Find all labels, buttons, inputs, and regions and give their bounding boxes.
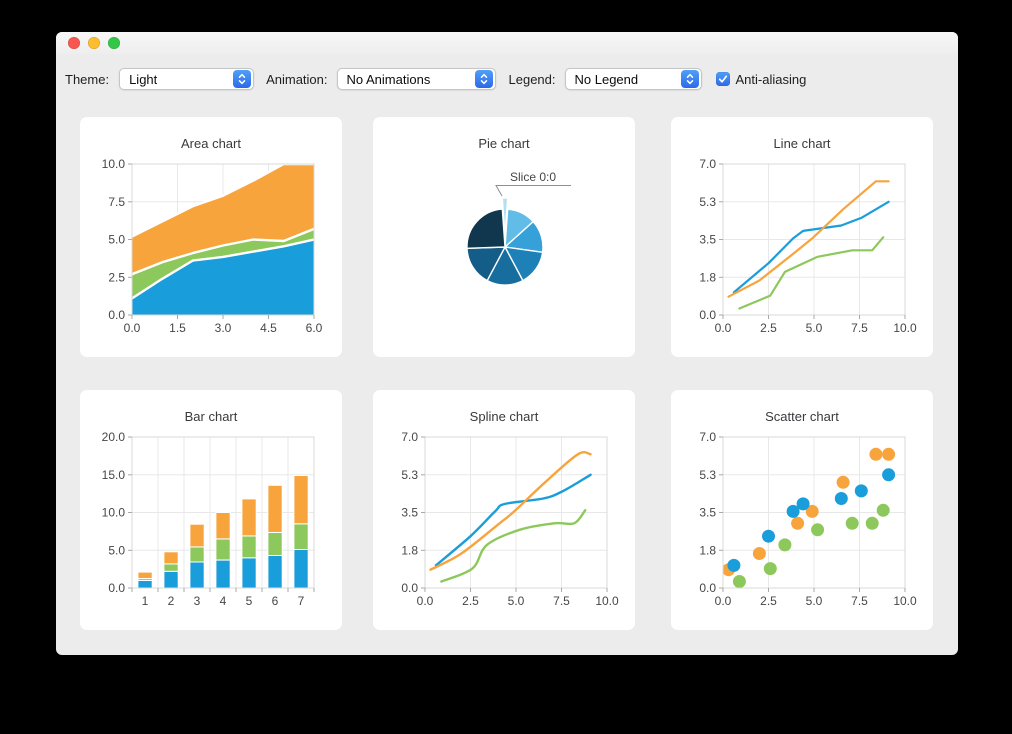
svg-text:1.8: 1.8: [699, 270, 716, 284]
svg-text:7.0: 7.0: [699, 430, 716, 444]
svg-text:0.0: 0.0: [108, 581, 125, 595]
close-button[interactable]: [68, 37, 80, 49]
combo-arrows-icon: [233, 70, 252, 88]
zoom-button[interactable]: [108, 37, 120, 49]
svg-text:3: 3: [194, 594, 201, 608]
svg-text:6: 6: [272, 594, 279, 608]
svg-text:7.5: 7.5: [108, 195, 125, 209]
svg-text:7.0: 7.0: [699, 157, 716, 171]
toolbar: Theme: Light Animation: No Animations Le…: [56, 66, 958, 92]
minimize-button[interactable]: [88, 37, 100, 49]
svg-text:7.5: 7.5: [851, 321, 868, 335]
svg-text:0.0: 0.0: [124, 321, 141, 335]
svg-text:10.0: 10.0: [893, 594, 917, 608]
svg-text:0.0: 0.0: [715, 321, 732, 335]
bar-chart-canvas: 1 2 3 4 5 6 7 0.0 5.0 10.0 15.0 20.0: [102, 430, 315, 608]
svg-text:5.3: 5.3: [401, 468, 418, 482]
svg-text:0.0: 0.0: [401, 581, 418, 595]
svg-text:0.0: 0.0: [715, 594, 732, 608]
svg-text:1.8: 1.8: [401, 543, 418, 557]
svg-text:10.0: 10.0: [102, 157, 126, 171]
svg-text:3.5: 3.5: [699, 233, 716, 247]
svg-text:10.0: 10.0: [595, 594, 619, 608]
svg-text:5.0: 5.0: [508, 594, 525, 608]
svg-text:3.5: 3.5: [699, 506, 716, 520]
svg-text:2.5: 2.5: [108, 270, 125, 284]
legend-label: Legend:: [508, 71, 556, 87]
svg-text:3.0: 3.0: [215, 321, 232, 335]
svg-text:2.5: 2.5: [462, 594, 479, 608]
svg-text:7.5: 7.5: [553, 594, 570, 608]
combo-arrows-icon: [474, 70, 493, 88]
svg-text:15.0: 15.0: [102, 468, 126, 482]
app-window: Theme: Light Animation: No Animations Le…: [56, 32, 958, 655]
legend-select-value: No Legend: [574, 71, 639, 87]
svg-text:0.0: 0.0: [699, 308, 716, 322]
svg-text:4: 4: [220, 594, 227, 608]
svg-text:7: 7: [298, 594, 305, 608]
svg-text:3.5: 3.5: [401, 506, 418, 520]
svg-text:7.5: 7.5: [851, 594, 868, 608]
area-chart-card: Area chart 0.0 1.5 3.0 4.5 6.0 0.0 2.5 5.0 7.5 10…: [80, 117, 342, 357]
scatter-chart-card: Scatter chart 0.0 2.5 5.0 7.5 10.0 0.0 1.8 3.5 5…: [671, 390, 933, 630]
svg-text:10.0: 10.0: [102, 506, 126, 520]
svg-text:5.0: 5.0: [108, 543, 125, 557]
spline-chart-canvas: 0.0 2.5 5.0 7.5 10.0 0.0 1.8 3.5 5.3 7.0: [401, 430, 619, 608]
theme-select-value: Light: [129, 71, 158, 87]
svg-text:5.0: 5.0: [806, 321, 823, 335]
svg-text:2.5: 2.5: [760, 321, 777, 335]
bar-chart-card: Bar chart 1 2 3 4 5 6 7 0.0 5.0 10.0 15.0 20.0: [80, 390, 342, 630]
line-chart-canvas: 0.0 2.5 5.0 7.5 10.0 0.0 1.8 3.5 5.3 7.0: [699, 157, 917, 335]
svg-text:2: 2: [168, 594, 175, 608]
line-chart-card: Line chart 0.0 2.5 5.0 7.5 10.0 0.0 1.8 3.5 5.3 7…: [671, 117, 933, 357]
animation-select-value: No Animations: [346, 71, 431, 87]
svg-text:6.0: 6.0: [306, 321, 323, 335]
scatter-chart-canvas: 0.0 2.5 5.0 7.5 10.0 0.0 1.8 3.5 5.3 7.0: [699, 430, 917, 608]
legend-select[interactable]: No Legend: [564, 68, 702, 90]
svg-text:5: 5: [246, 594, 253, 608]
pie-chart-card: Pie chart Slice 0:0: [373, 117, 635, 357]
svg-text:10.0: 10.0: [893, 321, 917, 335]
checkmark-icon: [718, 75, 727, 83]
combo-arrows-icon: [680, 70, 699, 88]
svg-text:1.8: 1.8: [699, 543, 716, 557]
animation-select[interactable]: No Animations: [336, 68, 496, 90]
svg-text:7.0: 7.0: [401, 430, 418, 444]
title-bar: [56, 32, 958, 54]
spline-chart-card: Spline chart 0.0 2.5 5.0 7.5 10.0 0.0 1.8 3.5 5.…: [373, 390, 635, 630]
area-chart-canvas: 0.0 1.5 3.0 4.5 6.0 0.0 2.5 5.0 7.5 10.0: [102, 157, 323, 335]
svg-text:1: 1: [142, 594, 149, 608]
svg-text:0.0: 0.0: [699, 581, 716, 595]
svg-text:20.0: 20.0: [102, 430, 126, 444]
svg-text:0.0: 0.0: [108, 308, 125, 322]
theme-select[interactable]: Light: [119, 68, 255, 90]
svg-text:2.5: 2.5: [760, 594, 777, 608]
theme-label: Theme:: [65, 71, 110, 87]
svg-text:5.0: 5.0: [108, 233, 125, 247]
antialiasing-checkbox[interactable]: [715, 72, 730, 86]
svg-text:5.3: 5.3: [699, 468, 716, 482]
antialiasing-label: Anti-aliasing: [735, 71, 807, 87]
svg-text:1.5: 1.5: [169, 321, 186, 335]
animation-label: Animation:: [266, 71, 328, 87]
svg-text:Slice 0:0: Slice 0:0: [510, 170, 556, 184]
svg-text:0.0: 0.0: [417, 594, 434, 608]
svg-text:4.5: 4.5: [260, 321, 277, 335]
svg-text:5.0: 5.0: [806, 594, 823, 608]
svg-text:5.3: 5.3: [699, 195, 716, 209]
pie-chart-canvas: Slice 0:0: [466, 170, 571, 286]
